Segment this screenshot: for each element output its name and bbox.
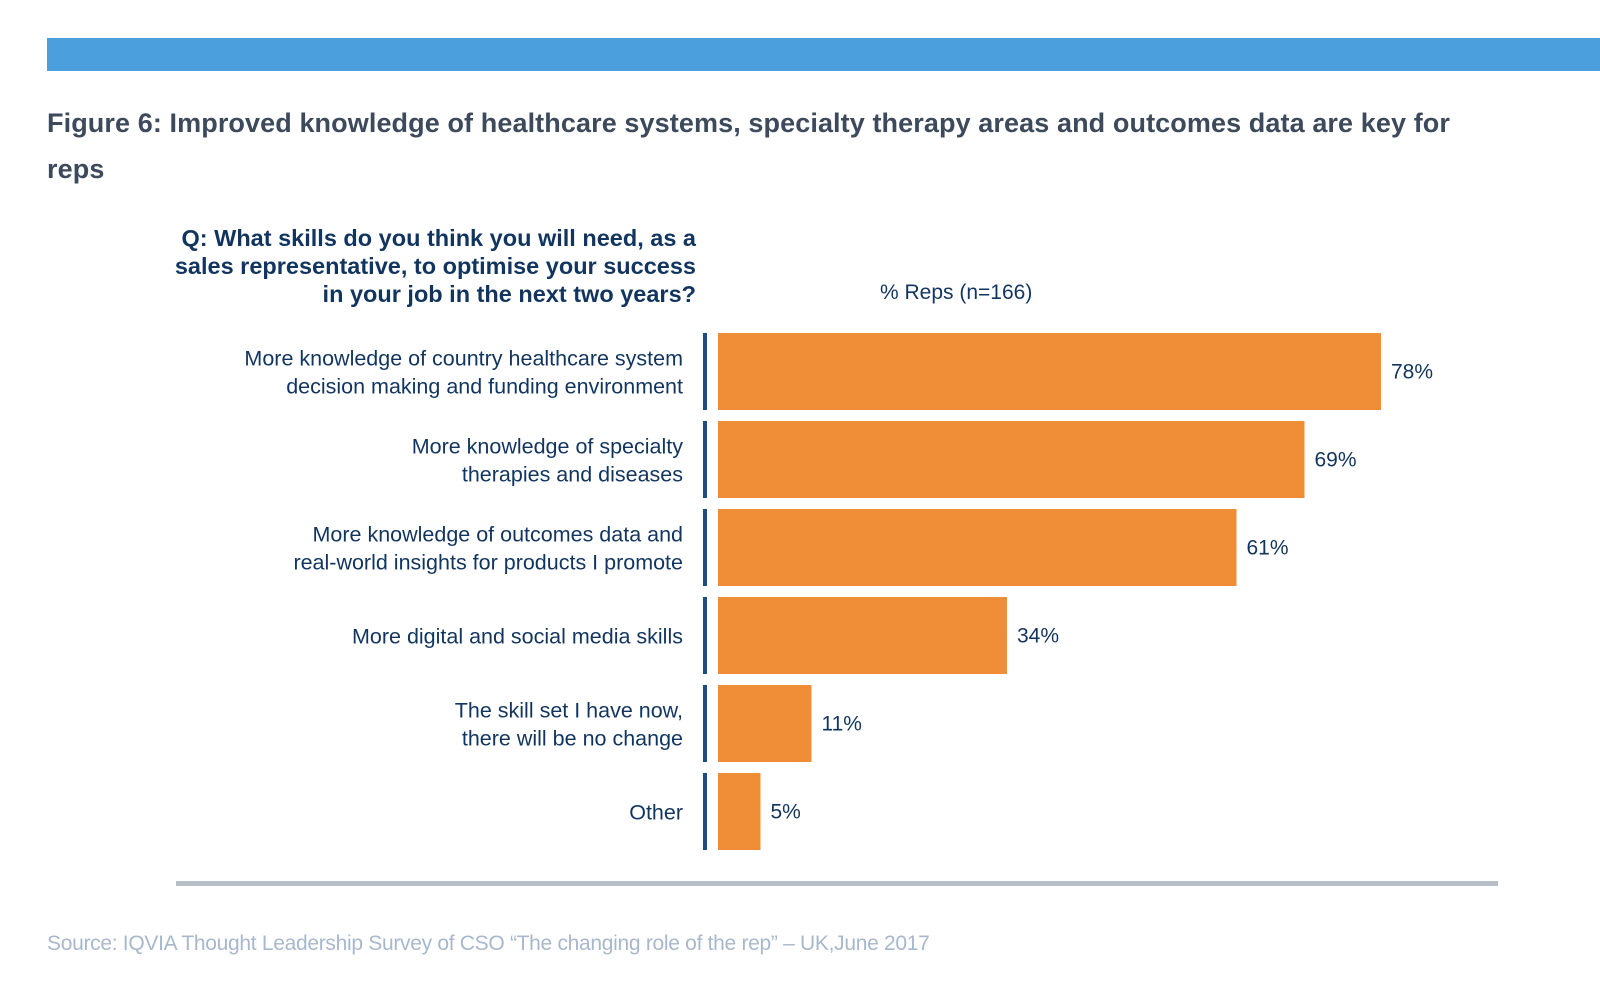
axis-title: % Reps (n=166) bbox=[880, 281, 1033, 304]
category-label: The skill set I have now, bbox=[455, 699, 683, 723]
axis-tick bbox=[703, 509, 707, 586]
bar bbox=[718, 509, 1237, 586]
data-label: 78% bbox=[1391, 361, 1433, 384]
category-label: More knowledge of specialty bbox=[412, 435, 684, 459]
data-label: 69% bbox=[1315, 449, 1357, 472]
axis-tick bbox=[703, 421, 707, 498]
category-label: More digital and social media skills bbox=[352, 625, 683, 649]
bar bbox=[718, 597, 1007, 674]
data-label: 34% bbox=[1017, 625, 1059, 648]
header-band bbox=[47, 38, 1600, 71]
axis-tick bbox=[703, 333, 707, 410]
bottom-divider bbox=[176, 881, 1498, 886]
data-label: 11% bbox=[822, 713, 862, 736]
category-label: Other bbox=[629, 801, 683, 825]
axis-tick bbox=[703, 597, 707, 674]
source-note: Source: IQVIA Thought Leadership Survey … bbox=[47, 932, 930, 955]
category-label: there will be no change bbox=[462, 727, 683, 751]
bar bbox=[718, 333, 1381, 410]
category-label: real-world insights for products I promo… bbox=[293, 551, 683, 575]
axis-tick bbox=[703, 685, 707, 762]
bar bbox=[718, 685, 812, 762]
category-label: therapies and diseases bbox=[462, 463, 683, 487]
bar bbox=[718, 773, 761, 850]
figure-title: Figure 6: Improved knowledge of healthca… bbox=[47, 108, 1451, 184]
bar bbox=[718, 421, 1305, 498]
data-label: 5% bbox=[771, 801, 801, 824]
axis-tick bbox=[703, 773, 707, 850]
category-label: decision making and funding environment bbox=[286, 375, 683, 399]
survey-question: Q: What skills do you think you will nee… bbox=[174, 225, 696, 307]
category-label: More knowledge of outcomes data and bbox=[312, 523, 683, 547]
category-label: More knowledge of country healthcare sys… bbox=[244, 347, 683, 371]
data-label: 61% bbox=[1247, 537, 1289, 560]
